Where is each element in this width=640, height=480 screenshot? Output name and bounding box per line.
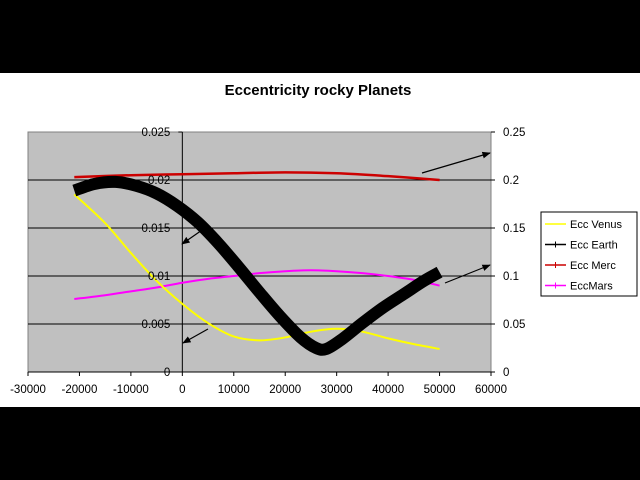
chart-frame: Eccentricity rocky Planets -30000 -20000-…	[0, 73, 640, 407]
series-ecc-earth	[72, 175, 443, 356]
series-ecc-merc	[74, 171, 440, 182]
y-right-tick-label: 0.25	[503, 127, 525, 139]
x-tick-label: 40000	[372, 384, 404, 396]
legend: Ecc Venus Ecc Earth Ecc Merc EccMars	[540, 211, 638, 297]
y-right-tick-label: 0.15	[503, 223, 525, 235]
legend-label-ecc-merc: Ecc Merc	[570, 260, 616, 272]
x-tick-label: -10000	[113, 384, 149, 396]
y-right-tick-label: 0.1	[503, 271, 519, 283]
axis-arrows	[181, 151, 491, 344]
x-tick-label: -20000	[62, 384, 98, 396]
legend-label-ecc-earth: Ecc Earth	[570, 240, 618, 252]
y-right-tick-label: 0.2	[503, 175, 519, 187]
tick-labels: -30000 -20000 -10000 0 10000 20000 30000 40000 5…	[10, 127, 525, 396]
x-tick-label: 60000	[475, 384, 507, 396]
axes	[27, 131, 495, 376]
arrow-to-left-axis-upper	[181, 227, 206, 245]
arrow-to-right-axis-upper	[421, 151, 491, 174]
series-eccmars	[74, 269, 440, 301]
arrow-to-left-axis-lower	[182, 328, 209, 344]
x-tick-label: -30000	[10, 384, 46, 396]
arrow-to-right-axis-lower	[444, 264, 491, 284]
x-tick-label: 0	[179, 384, 185, 396]
legend-label-eccmars: EccMars	[570, 281, 613, 293]
legend-box	[540, 211, 638, 297]
y-left-tick-label: 0.025	[142, 127, 171, 139]
legend-label-ecc-venus: Ecc Venus	[570, 219, 622, 231]
plot-area	[27, 131, 492, 373]
y-right-tick-label: 0	[503, 367, 509, 379]
y-right-tick-label: 0.05	[503, 319, 525, 331]
x-tick-label: 20000	[269, 384, 301, 396]
x-tick-label: 30000	[321, 384, 353, 396]
y-left-tick-label: 0.015	[142, 223, 171, 235]
y-left-tick-label: 0.005	[142, 319, 171, 331]
x-tick-label: 10000	[218, 384, 250, 396]
x-tick-label: 50000	[424, 384, 456, 396]
y-left-tick-label: 0.02	[148, 175, 170, 187]
y-left-tick-label: 0.01	[148, 271, 170, 283]
series-ecc-venus	[73, 193, 440, 350]
series-layer	[72, 171, 443, 356]
chart-title: Eccentricity rocky Planets	[225, 82, 412, 99]
y-left-tick-label: 0	[164, 367, 170, 379]
eccentricity-chart: Eccentricity rocky Planets -30000 -20000-…	[10, 82, 638, 396]
